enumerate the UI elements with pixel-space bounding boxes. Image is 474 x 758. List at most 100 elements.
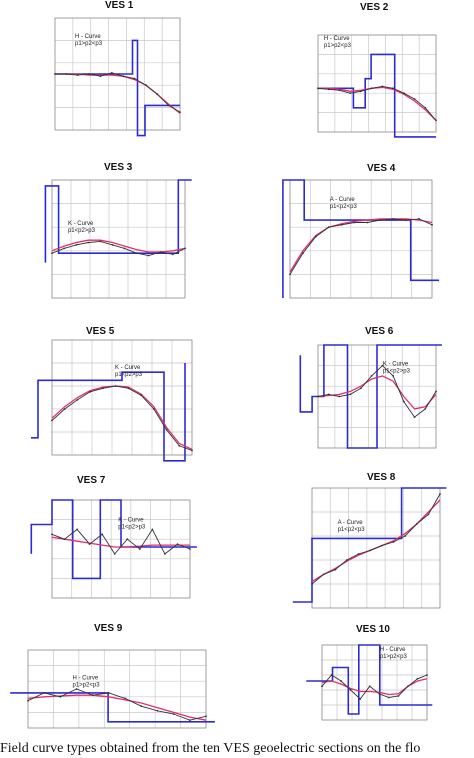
ves10-field-point bbox=[407, 685, 409, 688]
ves4-model-line bbox=[282, 179, 440, 298]
ves2-curve-type: H - Curve bbox=[324, 36, 350, 42]
ves4-field-point bbox=[327, 226, 330, 229]
ves10-field-point bbox=[359, 698, 362, 700]
ves9-field-point bbox=[59, 695, 62, 698]
ves1-field-point bbox=[110, 72, 113, 74]
ves9-field-point bbox=[140, 705, 143, 708]
ves2-field-point bbox=[424, 106, 427, 109]
ves10-field-point bbox=[426, 674, 428, 676]
ves5-field-point bbox=[152, 408, 155, 410]
ves1-model-line bbox=[55, 39, 180, 137]
ves3-field-curve bbox=[51, 240, 186, 256]
ves7-title: VES 7 bbox=[77, 475, 106, 486]
ves10-field-point bbox=[378, 692, 381, 695]
ves7-model-line bbox=[30, 499, 197, 580]
ves10-field-point bbox=[416, 677, 419, 680]
ves2-grid bbox=[318, 35, 436, 132]
ves2-relation: p1>p2<p3 bbox=[324, 43, 352, 49]
ves4-field-point bbox=[353, 221, 356, 224]
ves8-field-curve bbox=[311, 493, 441, 585]
ves4-field-point bbox=[302, 252, 304, 255]
ves6-title: VES 6 bbox=[365, 326, 394, 337]
ves3-field-point bbox=[111, 244, 114, 246]
ves3-model-line bbox=[44, 179, 192, 263]
ves8-field-point bbox=[311, 583, 313, 585]
ves1-field-point bbox=[54, 73, 56, 75]
ves3-field-point bbox=[63, 247, 65, 250]
ves1-title: VES 1 bbox=[105, 0, 134, 11]
ves6-field-point bbox=[327, 393, 330, 396]
ves2-field-point bbox=[370, 87, 373, 90]
ves3-field-point bbox=[75, 244, 78, 246]
ves6-field-point bbox=[349, 393, 352, 396]
ves9-field-point bbox=[124, 697, 126, 700]
ves9-field-curve bbox=[27, 688, 207, 721]
ves4-fit-curve bbox=[289, 218, 433, 273]
ves6-field-point bbox=[413, 416, 416, 418]
ves5-field-point bbox=[191, 449, 193, 452]
ves9-frame bbox=[27, 649, 207, 729]
ves3-fit-curve bbox=[51, 239, 186, 253]
ves8-field-point bbox=[415, 523, 418, 525]
ves10-field-point bbox=[368, 685, 371, 688]
ves6-relation: p1<p2>p3 bbox=[383, 369, 411, 375]
ves1-relation: p1>p2<p3 bbox=[75, 41, 103, 47]
ves9-field-point bbox=[205, 715, 207, 718]
ves3-field-point bbox=[99, 240, 102, 243]
ves2-field-point bbox=[327, 88, 330, 91]
ves3-relation: p1<p2>p3 bbox=[68, 228, 96, 234]
ves3-field-point bbox=[51, 252, 53, 255]
ves3-field-point bbox=[159, 251, 162, 253]
ves6-fit-curve bbox=[317, 375, 437, 410]
ves5-field-point bbox=[165, 428, 168, 431]
ves10-model-line bbox=[306, 644, 433, 715]
ves3-field-point bbox=[123, 247, 126, 250]
ves8-field-point bbox=[439, 493, 441, 495]
ves9-field-point bbox=[156, 709, 159, 712]
ves6-model-line bbox=[299, 344, 442, 449]
ves5-field-point bbox=[127, 387, 130, 390]
ves8-field-point bbox=[427, 513, 430, 516]
ves1-field-point bbox=[88, 73, 90, 75]
ves3-curve-type: K - Curve bbox=[68, 221, 94, 227]
ves10-field-point bbox=[340, 680, 342, 682]
ves10-field-curve bbox=[321, 674, 428, 700]
ves8-field-point bbox=[334, 568, 337, 571]
ves5-frame bbox=[51, 339, 193, 456]
ves2-field-point bbox=[402, 92, 405, 95]
ves5-field-point bbox=[51, 419, 53, 422]
ves5-curve-type: K - Curve bbox=[115, 365, 141, 371]
ves6-curve-type: K - Curve bbox=[383, 362, 409, 368]
ves10-title: VES 10 bbox=[356, 624, 390, 635]
ves9-relation: p1>p2<p3 bbox=[73, 683, 101, 689]
ves4-title: VES 4 bbox=[367, 163, 396, 174]
ves4-field-point bbox=[289, 273, 291, 276]
ves8-field-point bbox=[369, 549, 372, 552]
ves8-field-point bbox=[380, 544, 383, 547]
ves1-field-point bbox=[179, 111, 181, 113]
ves6-field-point bbox=[402, 400, 405, 403]
ves4-curve-type: A - Curve bbox=[330, 197, 356, 203]
ves8-field-point bbox=[404, 535, 406, 537]
ves3-title: VES 3 bbox=[104, 162, 133, 173]
ves9-model-line bbox=[10, 692, 215, 723]
ves5-fit-curve bbox=[51, 385, 193, 450]
ves4-field-point bbox=[340, 223, 343, 226]
ves7-relation: p1<p2>p3 bbox=[118, 525, 146, 531]
ves9-field-point bbox=[188, 719, 191, 722]
ves9-field-point bbox=[75, 688, 78, 690]
ves9-title: VES 9 bbox=[94, 623, 123, 634]
ves10-field-point bbox=[387, 696, 390, 699]
ves5-relation: p1<p2>p3 bbox=[115, 372, 143, 378]
ves2-field-point bbox=[338, 89, 341, 92]
ves7-curve-type: K - Curve bbox=[118, 518, 144, 524]
ves9-field-point bbox=[27, 699, 29, 702]
ves2-frame bbox=[317, 34, 437, 133]
ves7-field-point bbox=[51, 533, 53, 536]
